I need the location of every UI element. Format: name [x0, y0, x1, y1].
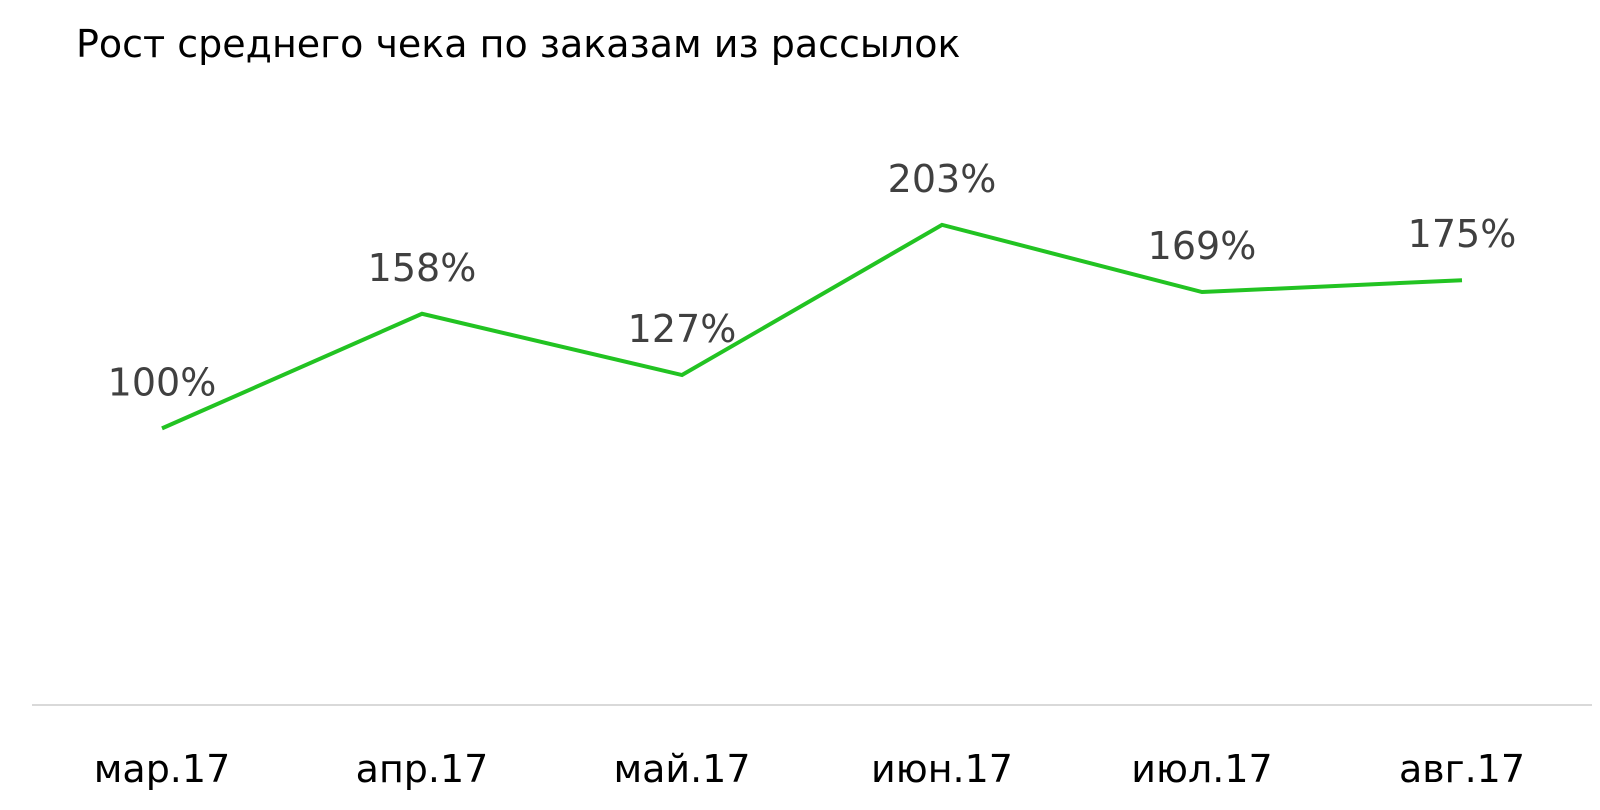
- data-labels: 100% 158% 127% 203% 169% 175%: [108, 157, 1517, 405]
- x-tick-labels: мар.17 апр.17 май.17 июн.17 июл.17 авг.17: [94, 747, 1525, 791]
- data-label: 169%: [1148, 224, 1257, 268]
- data-label: 158%: [368, 246, 477, 290]
- x-tick-label: июл.17: [1131, 747, 1272, 791]
- x-tick-label: апр.17: [356, 747, 489, 791]
- x-tick-label: май.17: [613, 747, 750, 791]
- chart-title: Рост среднего чека по заказам из рассыло…: [76, 22, 961, 66]
- data-label: 127%: [628, 307, 737, 351]
- x-tick-label: авг.17: [1399, 747, 1525, 791]
- x-tick-label: мар.17: [94, 747, 231, 791]
- data-label: 175%: [1408, 212, 1517, 256]
- data-label: 203%: [888, 157, 997, 201]
- series-line: [161, 222, 1463, 431]
- data-label: 100%: [108, 360, 217, 404]
- x-tick-label: июн.17: [871, 747, 1013, 791]
